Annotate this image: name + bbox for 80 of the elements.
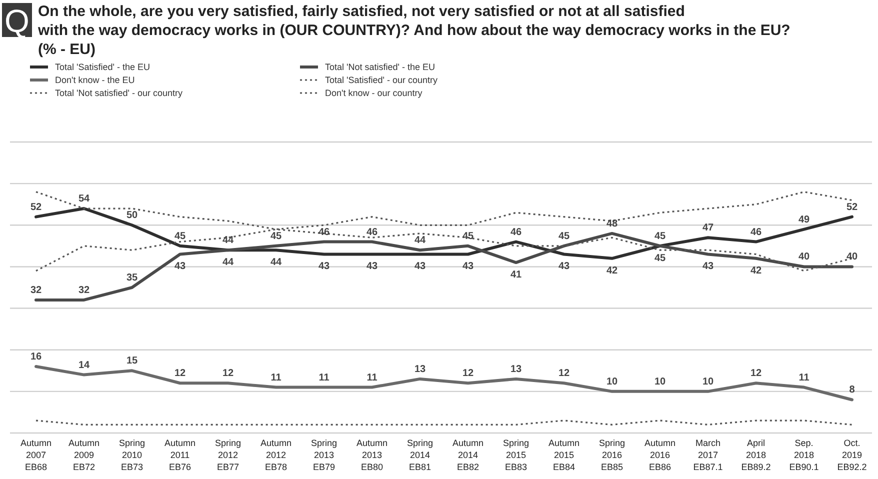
x-tick-label: March 2017 EB87.1 [693, 438, 723, 472]
data-label: 44 [222, 235, 234, 246]
data-label: 42 [750, 265, 762, 276]
data-label: 11 [270, 372, 282, 384]
chart-title: On the whole, are you very satisfied, fairly satisfied, not very satisfied or not at all satisfied with the way democracy works in (OUR COUNTRY)? And how about the way democracy works in the EU? (% - EU) [37, 3, 790, 58]
data-label: 44 [270, 257, 282, 268]
x-tick-label: Autumn 2011 EB76 [164, 438, 196, 472]
legend-label: Don't know - the EU [55, 75, 135, 85]
data-label: 13 [510, 364, 522, 375]
data-label: 13 [414, 364, 426, 375]
data-label: 45 [654, 230, 666, 242]
data-label: 12 [462, 368, 474, 380]
data-label: 14 [78, 360, 90, 371]
legend-label: Total 'Satisfied' - our country [325, 75, 438, 85]
data-label: 45 [462, 230, 474, 242]
x-tick-label: Autumn 2016 EB86 [644, 438, 676, 472]
x-tick-label: Autumn 2012 EB78 [260, 438, 292, 472]
data-label: 12 [222, 368, 234, 380]
data-label: 45 [174, 230, 186, 242]
x-tick-label: Autumn 2007 EB68 [20, 438, 52, 472]
legend-label: Total 'Not satisfied' - the EU [325, 62, 435, 72]
data-label: 43 [366, 261, 378, 272]
data-label: 44 [222, 257, 234, 268]
data-label: 32 [78, 284, 90, 296]
data-label: 12 [174, 368, 186, 380]
data-label: 47 [702, 222, 714, 234]
data-label: 46 [510, 226, 522, 238]
data-label: 15 [126, 356, 138, 367]
x-tick-label: April 2018 EB89.2 [741, 438, 771, 472]
data-label: 49 [798, 214, 810, 226]
x-tick-label: Autumn 2013 EB80 [356, 438, 388, 472]
data-label: 52 [846, 202, 858, 213]
data-label: 54 [78, 194, 90, 205]
data-label: 40 [798, 252, 810, 263]
data-label: 45 [654, 252, 666, 264]
x-tick-label: Oct. 2019 EB92.2 [837, 438, 867, 472]
x-tick-label: Sep. 2018 EB90.1 [789, 438, 819, 472]
data-label: 11 [798, 372, 810, 384]
data-label: 8 [849, 384, 856, 396]
legend-label: Total 'Not satisfied' - our country [55, 88, 183, 98]
x-tick-label: Spring 2013 EB79 [310, 438, 338, 472]
data-label: 46 [366, 226, 378, 238]
data-label: 43 [462, 261, 474, 272]
x-tick-label: Autumn 2009 EB72 [68, 438, 100, 472]
data-label: 45 [270, 230, 282, 242]
x-tick-label: Autumn 2014 EB82 [452, 438, 484, 472]
data-label: 12 [750, 368, 762, 380]
data-label: 43 [558, 261, 570, 272]
data-label: 16 [30, 351, 42, 362]
data-label: 43 [174, 261, 186, 272]
data-label: 41 [510, 270, 522, 281]
data-label: 46 [318, 226, 330, 238]
data-label: 43 [318, 261, 330, 272]
legend-label: Don't know - our country [325, 88, 423, 98]
data-label: 12 [558, 368, 570, 380]
x-tick-label: Spring 2015 EB83 [502, 438, 530, 472]
x-tick-label: Spring 2010 EB73 [118, 438, 146, 472]
data-label: 52 [30, 202, 42, 213]
x-tick-label: Autumn 2015 EB84 [548, 438, 580, 472]
data-label: 43 [414, 261, 426, 272]
x-tick-label: Spring 2016 EB85 [598, 438, 626, 472]
data-label: 45 [558, 230, 570, 242]
data-label: 46 [750, 226, 762, 238]
data-label: 11 [366, 372, 378, 384]
data-label: 10 [702, 376, 714, 388]
data-label: 44 [414, 235, 426, 246]
legend-label: Total 'Satisfied' - the EU [55, 62, 150, 72]
data-label: 11 [318, 372, 330, 384]
data-label: 10 [606, 376, 618, 388]
x-tick-label: Spring 2014 EB81 [406, 438, 434, 472]
text: Q [4, 3, 30, 39]
data-label: 50 [126, 210, 138, 222]
x-tick-label: Spring 2012 EB77 [214, 438, 242, 472]
data-label: 32 [30, 284, 42, 296]
data-label: 10 [654, 376, 666, 388]
data-label: 48 [606, 218, 618, 230]
data-label: 35 [126, 272, 138, 284]
data-label: 43 [702, 261, 714, 272]
data-label: 42 [606, 265, 618, 276]
data-label: 40 [846, 252, 858, 263]
